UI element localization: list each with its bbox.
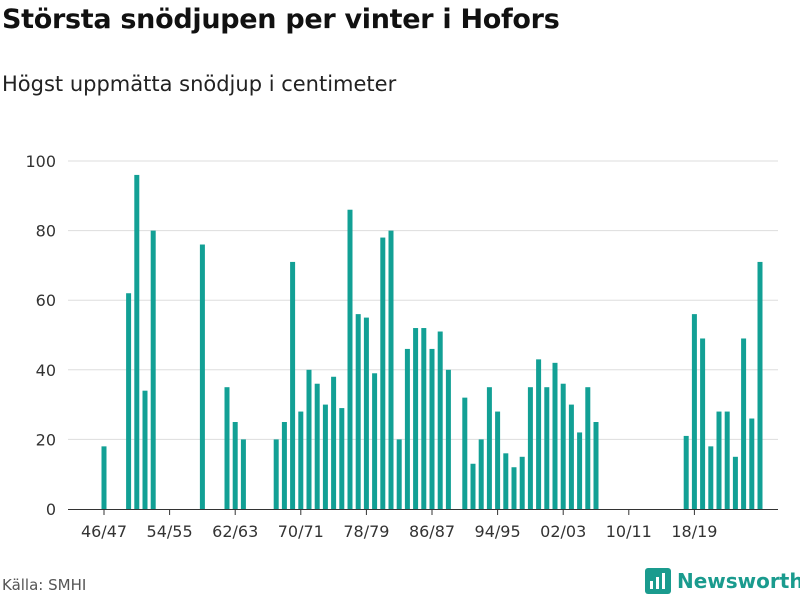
bar xyxy=(593,422,599,509)
bar xyxy=(470,463,476,509)
y-tick-label: 20 xyxy=(36,430,56,449)
x-tick-label: 10/11 xyxy=(606,522,652,541)
bar xyxy=(757,261,763,509)
bar xyxy=(527,387,533,509)
bar xyxy=(142,390,148,509)
bar xyxy=(749,418,755,509)
bar xyxy=(716,411,722,509)
newsworthy-icon xyxy=(645,568,671,594)
bar xyxy=(199,244,205,509)
bar xyxy=(331,376,337,509)
bar xyxy=(150,230,156,509)
x-tick-label: 78/79 xyxy=(343,522,389,541)
bar xyxy=(372,373,378,509)
chart-subtitle: Högst uppmätta snödjup i centimeter xyxy=(2,72,397,96)
bar xyxy=(126,293,132,509)
bar xyxy=(347,209,353,509)
bar xyxy=(445,369,451,509)
y-tick-label: 100 xyxy=(25,152,56,171)
bar xyxy=(511,467,517,509)
bar xyxy=(437,331,443,509)
x-tick-label: 02/03 xyxy=(540,522,586,541)
chart-title: Största snödjupen per vinter i Hofors xyxy=(2,4,560,35)
bar xyxy=(478,439,484,509)
bar xyxy=(290,261,296,509)
source-note: Källa: SMHI xyxy=(2,576,87,594)
y-tick-label: 0 xyxy=(46,500,56,519)
y-tick-label: 60 xyxy=(36,291,56,310)
bar xyxy=(732,456,738,509)
bar xyxy=(724,411,730,509)
bar xyxy=(741,338,747,509)
bar xyxy=(273,439,279,509)
bar xyxy=(314,383,320,509)
bar xyxy=(404,348,410,509)
brand-logo: Newsworthy xyxy=(645,568,800,594)
bar xyxy=(462,397,468,509)
bar xyxy=(396,439,402,509)
bar xyxy=(224,387,230,509)
x-tick-label: 46/47 xyxy=(81,522,127,541)
x-tick-label: 94/95 xyxy=(475,522,521,541)
bar xyxy=(560,383,566,509)
bar xyxy=(232,422,238,509)
bar xyxy=(413,328,419,509)
bar xyxy=(585,387,591,509)
bar xyxy=(536,359,542,509)
bar xyxy=(421,328,427,509)
bar xyxy=(486,387,492,509)
bar xyxy=(101,446,107,509)
bar xyxy=(363,317,369,509)
y-tick-label: 80 xyxy=(36,222,56,241)
y-tick-label: 40 xyxy=(36,361,56,380)
bar xyxy=(519,456,525,509)
bar xyxy=(429,348,435,509)
bar xyxy=(281,422,287,509)
bar xyxy=(552,362,558,509)
brand-name: Newsworthy xyxy=(677,569,800,593)
x-tick-label: 70/71 xyxy=(278,522,324,541)
bar xyxy=(495,411,501,509)
bar xyxy=(134,174,140,510)
x-tick-label: 54/55 xyxy=(147,522,193,541)
bar xyxy=(708,446,714,509)
bar xyxy=(700,338,706,509)
bar xyxy=(298,411,304,509)
bar xyxy=(503,453,509,509)
bar xyxy=(240,439,246,509)
bar xyxy=(568,404,574,509)
x-tick-label: 18/19 xyxy=(671,522,717,541)
bar xyxy=(691,314,697,509)
bar xyxy=(355,314,361,509)
bar xyxy=(339,408,345,509)
bar xyxy=(380,237,386,509)
x-tick-label: 86/87 xyxy=(409,522,455,541)
bar xyxy=(544,387,550,509)
bar xyxy=(577,432,583,509)
bar xyxy=(683,435,689,509)
bar xyxy=(322,404,328,509)
x-tick-label: 62/63 xyxy=(212,522,258,541)
bar xyxy=(388,230,394,509)
bar xyxy=(306,369,312,509)
